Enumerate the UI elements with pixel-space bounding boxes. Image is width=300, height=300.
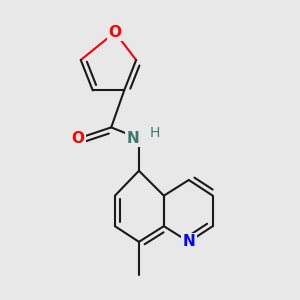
Text: N: N (182, 234, 195, 249)
Text: H: H (150, 126, 160, 140)
Text: N: N (126, 131, 139, 146)
Text: O: O (71, 131, 85, 146)
Text: O: O (108, 25, 122, 40)
